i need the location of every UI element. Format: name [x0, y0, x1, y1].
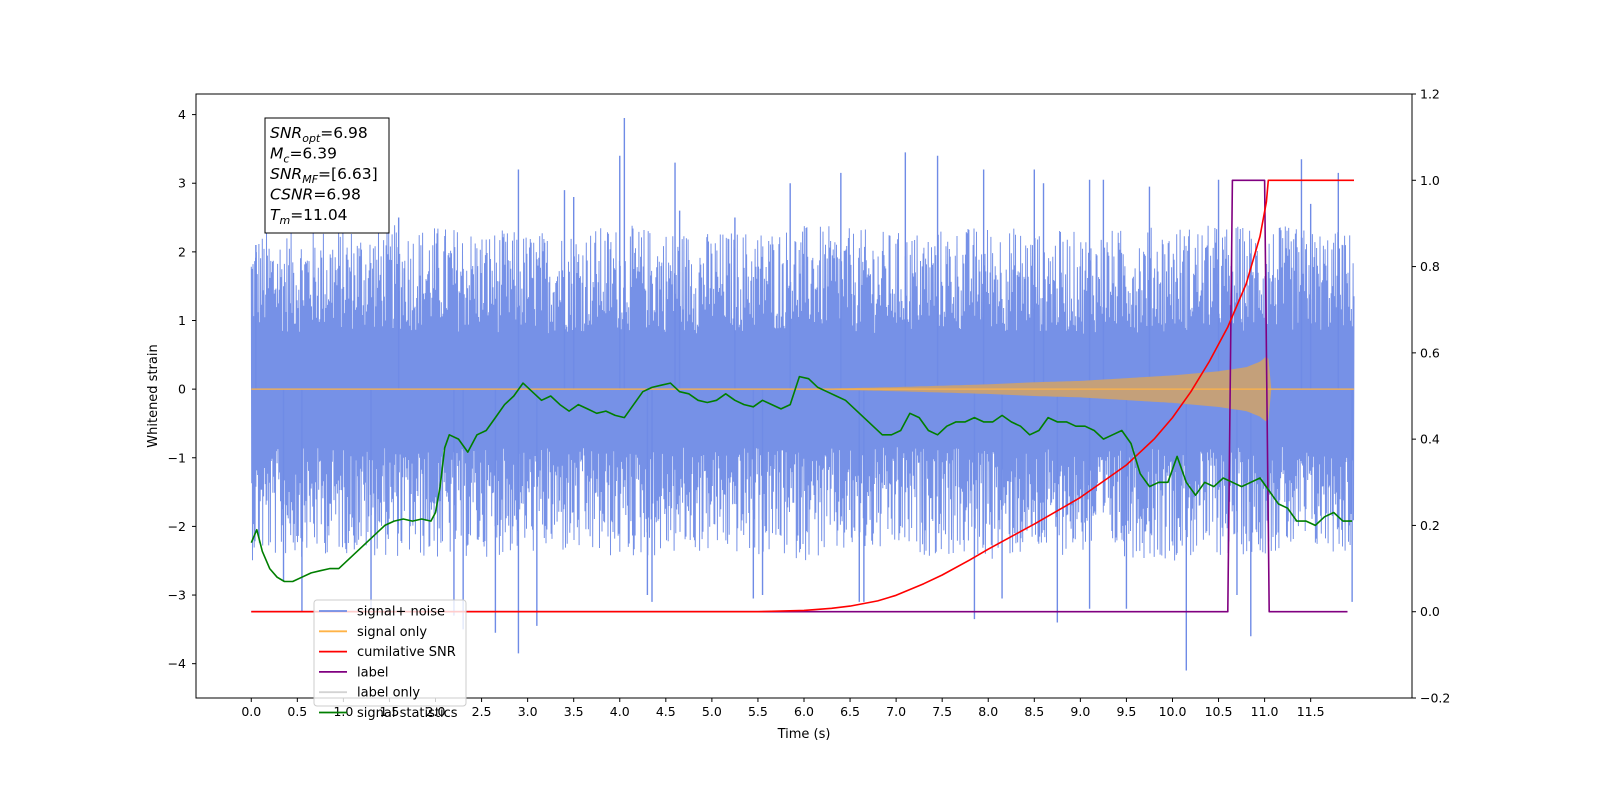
x-tick-label: 8.0 [978, 704, 998, 719]
legend-entry: label only [357, 686, 420, 701]
x-tick-label: 1.5 [380, 704, 400, 719]
legend-frame [313, 599, 467, 707]
legend-entry: signal statistics [357, 706, 458, 721]
stats-line: Tm=11.04 [270, 206, 348, 227]
y2-tick-label: 0.2 [1420, 518, 1440, 533]
y2-tick-label: 0.4 [1420, 432, 1440, 447]
x-tick-label: 4.5 [656, 704, 676, 719]
x-tick-label: 6.0 [794, 704, 814, 719]
x-tick-label: 9.5 [1116, 704, 1136, 719]
x-tick-label: 5.0 [702, 704, 722, 719]
x-tick-label: 9.0 [1070, 704, 1090, 719]
y-tick-label: 0 [178, 382, 186, 397]
cumulative-snr-line [251, 179, 1354, 613]
x-tick-label: 11.5 [1297, 704, 1325, 719]
y-axis-right: 1.2 1.0 0.8 0.6 0.4 0.2 0.0 −0.2 [1412, 87, 1450, 706]
y-axis-left: 4 3 2 1 0 −1 −2 −3 −4 [168, 107, 196, 671]
x-tick-label: 2.5 [472, 704, 492, 719]
y2-tick-label: 0.0 [1420, 604, 1440, 619]
signal-plus-noise-series [250, 118, 1355, 671]
legend-entry: cumilative SNR [357, 645, 456, 660]
signal-plus-noise-line [250, 225, 1355, 561]
y-tick-label: 3 [178, 176, 186, 191]
x-tick-label: 8.5 [1024, 704, 1044, 719]
x-tick-label: 0.0 [241, 704, 261, 719]
x-tick-label: 5.5 [748, 704, 768, 719]
stats-box-frame [264, 117, 390, 234]
y2-tick-label: 0.8 [1420, 259, 1440, 274]
y2-tick-label: −0.2 [1420, 691, 1450, 706]
y-tick-label: −1 [168, 450, 186, 465]
stats-line: Mc=6.39 [270, 145, 337, 166]
signal-only-series [251, 356, 1354, 422]
y2-tick-label: 0.6 [1420, 345, 1440, 360]
y-tick-label: −2 [168, 519, 186, 534]
right-axis-series [250, 179, 1354, 613]
x-tick-label: 7.0 [886, 704, 906, 719]
x-axis: 0.0 0.5 1.0 1.5 2.0 2.5 3.0 3.5 4.0 4.5 5.0 5.5 6.0 6… [241, 698, 1325, 719]
x-tick-label: 3.5 [564, 704, 584, 719]
x-tick-label: 7.5 [932, 704, 952, 719]
stats-line: SNRopt=6.98 [270, 124, 368, 145]
x-tick-label: 11.0 [1251, 704, 1279, 719]
x-tick-label: 2.0 [426, 704, 446, 719]
legend: signal+ noise signal only cumilative SNR la… [313, 599, 467, 721]
y2-tick-label: 1.0 [1420, 173, 1440, 188]
y-tick-label: −4 [168, 656, 186, 671]
x-tick-label: 3.0 [518, 704, 538, 719]
x-tick-label: 10.0 [1159, 704, 1187, 719]
x-tick-label: 6.5 [840, 704, 860, 719]
y-tick-label: 4 [178, 107, 186, 122]
x-tick-label: 1.0 [333, 704, 353, 719]
x-tick-label: 4.0 [610, 704, 630, 719]
y-tick-label: −3 [168, 588, 186, 603]
legend-entry: signal only [357, 625, 427, 640]
legend-entry: label [357, 665, 388, 680]
label-line [251, 179, 1348, 613]
stats-line: SNRMF=[6.63] [270, 165, 378, 186]
y-axis-label: Whitened strain [146, 344, 161, 447]
signal-statistics-line [250, 375, 1353, 583]
y-tick-label: 1 [178, 313, 186, 328]
stats-line: CSNR=6.98 [270, 186, 361, 204]
legend-entry: signal+ noise [357, 605, 445, 620]
x-tick-label: 10.5 [1205, 704, 1233, 719]
y2-tick-label: 1.2 [1420, 87, 1440, 102]
y-tick-label: 2 [178, 244, 186, 259]
x-axis-label: Time (s) [777, 727, 831, 742]
x-tick-label: 0.5 [287, 704, 307, 719]
